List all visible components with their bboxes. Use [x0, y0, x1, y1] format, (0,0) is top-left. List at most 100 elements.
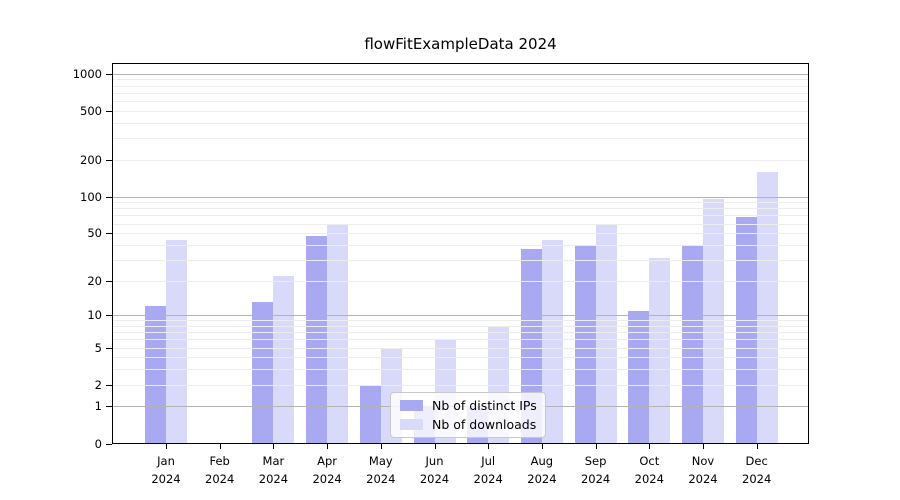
- legend-swatch-downloads: [400, 418, 423, 430]
- x-axis-tick-label: Sep 2024: [556, 452, 636, 488]
- bar-downloads-dec: [756, 171, 778, 444]
- x-axis-tick-year: 2024: [527, 471, 557, 486]
- x-axis-tick-year: 2024: [366, 471, 396, 486]
- x-tick-mark: [166, 443, 167, 449]
- x-tick-mark: [327, 443, 329, 449]
- x-axis-tick-label: Nov 2024: [663, 452, 743, 488]
- grid-line-minor: [113, 357, 808, 359]
- x-tick-mark: [434, 443, 436, 449]
- x-tick-mark: [595, 443, 597, 449]
- x-axis-tick-label: Apr 2024: [287, 452, 367, 488]
- y-tick-mark: [106, 280, 112, 282]
- x-axis-tick-label: Feb 2024: [180, 452, 260, 488]
- grid-line-minor: [113, 138, 808, 140]
- grid-line-minor: [113, 85, 808, 87]
- grid-line-minor: [113, 339, 808, 341]
- y-tick-mark: [106, 384, 112, 386]
- grid-line-minor: [113, 347, 808, 349]
- grid-line-minor: [113, 280, 808, 282]
- grid-line-minor: [113, 215, 808, 217]
- grid-line-minor: [113, 259, 808, 261]
- x-tick-mark: [649, 443, 651, 449]
- y-axis-tick-label: 1000: [72, 66, 102, 81]
- grid-line-minor: [113, 110, 808, 112]
- y-axis-tick-label: 500: [80, 103, 102, 118]
- y-axis-tick-label: 2: [94, 377, 102, 392]
- x-axis-tick-year: 2024: [205, 471, 235, 486]
- legend-item-distinct-ips: Nb of distinct IPs: [400, 398, 537, 414]
- x-tick-mark: [380, 443, 382, 449]
- grid-line-major: [113, 73, 808, 75]
- y-tick-mark: [106, 110, 112, 112]
- x-axis-tick-year: 2024: [151, 471, 181, 486]
- legend-item-downloads: Nb of downloads: [400, 417, 536, 432]
- x-axis-tick-year: 2024: [742, 471, 772, 486]
- x-axis-tick-label: Oct 2024: [609, 452, 689, 488]
- x-axis-tick-year: 2024: [688, 471, 718, 486]
- x-axis-tick-label: Jul 2024: [448, 452, 528, 488]
- y-axis-tick-label: 20: [87, 273, 102, 288]
- x-axis-tick-year: 2024: [580, 471, 611, 486]
- bar-distinct-ips-oct: [628, 310, 650, 444]
- x-axis-tick-year: 2024: [258, 471, 289, 486]
- y-tick-mark: [106, 196, 112, 198]
- y-axis-tick-label: 0: [94, 436, 102, 451]
- x-axis-tick-year: 2024: [419, 471, 450, 486]
- x-axis-tick-label: Jan 2024: [126, 452, 206, 488]
- legend-label: Nb of distinct IPs: [432, 398, 537, 414]
- grid-line-major: [113, 315, 808, 317]
- chart-title: flowFitExampleData 2024: [364, 35, 557, 53]
- x-axis-tick-year: 2024: [312, 471, 342, 486]
- bar-distinct-ips-nov: [682, 244, 703, 444]
- y-tick-mark: [106, 406, 112, 408]
- grid-line-minor: [113, 79, 808, 81]
- y-axis-tick-label: 1: [94, 399, 102, 414]
- y-tick-mark: [106, 233, 112, 235]
- bar-downloads-oct: [649, 258, 671, 444]
- y-axis-tick-label: 10: [87, 308, 102, 323]
- bar-downloads-jan: [166, 239, 187, 444]
- x-axis-tick-year: 2024: [634, 471, 664, 486]
- bar-distinct-ips-mar: [252, 302, 274, 444]
- grid-line-minor: [113, 244, 808, 246]
- x-axis-tick-label: Dec 2024: [717, 452, 797, 488]
- y-axis-tick-label: 200: [80, 152, 102, 167]
- x-axis-tick-label: Aug 2024: [502, 452, 582, 488]
- x-axis-tick-year: 2024: [473, 471, 503, 486]
- bar-distinct-ips-dec: [735, 216, 757, 444]
- y-axis-tick-label: 5: [94, 340, 102, 355]
- grid-line-minor: [113, 320, 808, 322]
- legend-swatch-distinct-ips: [400, 400, 423, 412]
- bar-distinct-ips-may: [359, 384, 381, 444]
- y-tick-mark: [106, 73, 112, 75]
- x-tick-mark: [703, 443, 704, 449]
- grid-line-minor: [113, 92, 808, 94]
- y-tick-mark: [106, 443, 112, 445]
- x-tick-mark: [273, 443, 275, 449]
- bar-downloads-aug: [541, 239, 563, 444]
- grid-line-minor: [113, 223, 808, 225]
- x-tick-mark: [488, 443, 490, 449]
- x-tick-mark: [219, 443, 221, 449]
- bar-distinct-ips-jan: [145, 306, 166, 444]
- grid-line-minor: [113, 325, 808, 327]
- x-tick-mark: [541, 443, 543, 449]
- grid-line-minor: [113, 384, 808, 386]
- grid-line-minor: [113, 159, 808, 161]
- x-axis-tick-label: Mar 2024: [233, 452, 313, 488]
- bar-distinct-ips-sep: [574, 244, 596, 444]
- y-tick-mark: [106, 347, 112, 349]
- grid-line-minor: [113, 332, 808, 334]
- grid-line-minor: [113, 208, 808, 210]
- y-axis-tick-label: 50: [87, 226, 102, 241]
- grid-line-minor: [113, 233, 808, 235]
- x-axis-tick-label: Jun 2024: [395, 452, 475, 488]
- grid-line-minor: [113, 122, 808, 124]
- grid-line-minor: [113, 101, 808, 103]
- x-axis-tick-label: May 2024: [341, 452, 421, 488]
- y-tick-mark: [106, 159, 112, 161]
- grid-line-major: [113, 196, 808, 198]
- bar-downloads-apr: [327, 223, 349, 444]
- grid-line-minor: [113, 369, 808, 371]
